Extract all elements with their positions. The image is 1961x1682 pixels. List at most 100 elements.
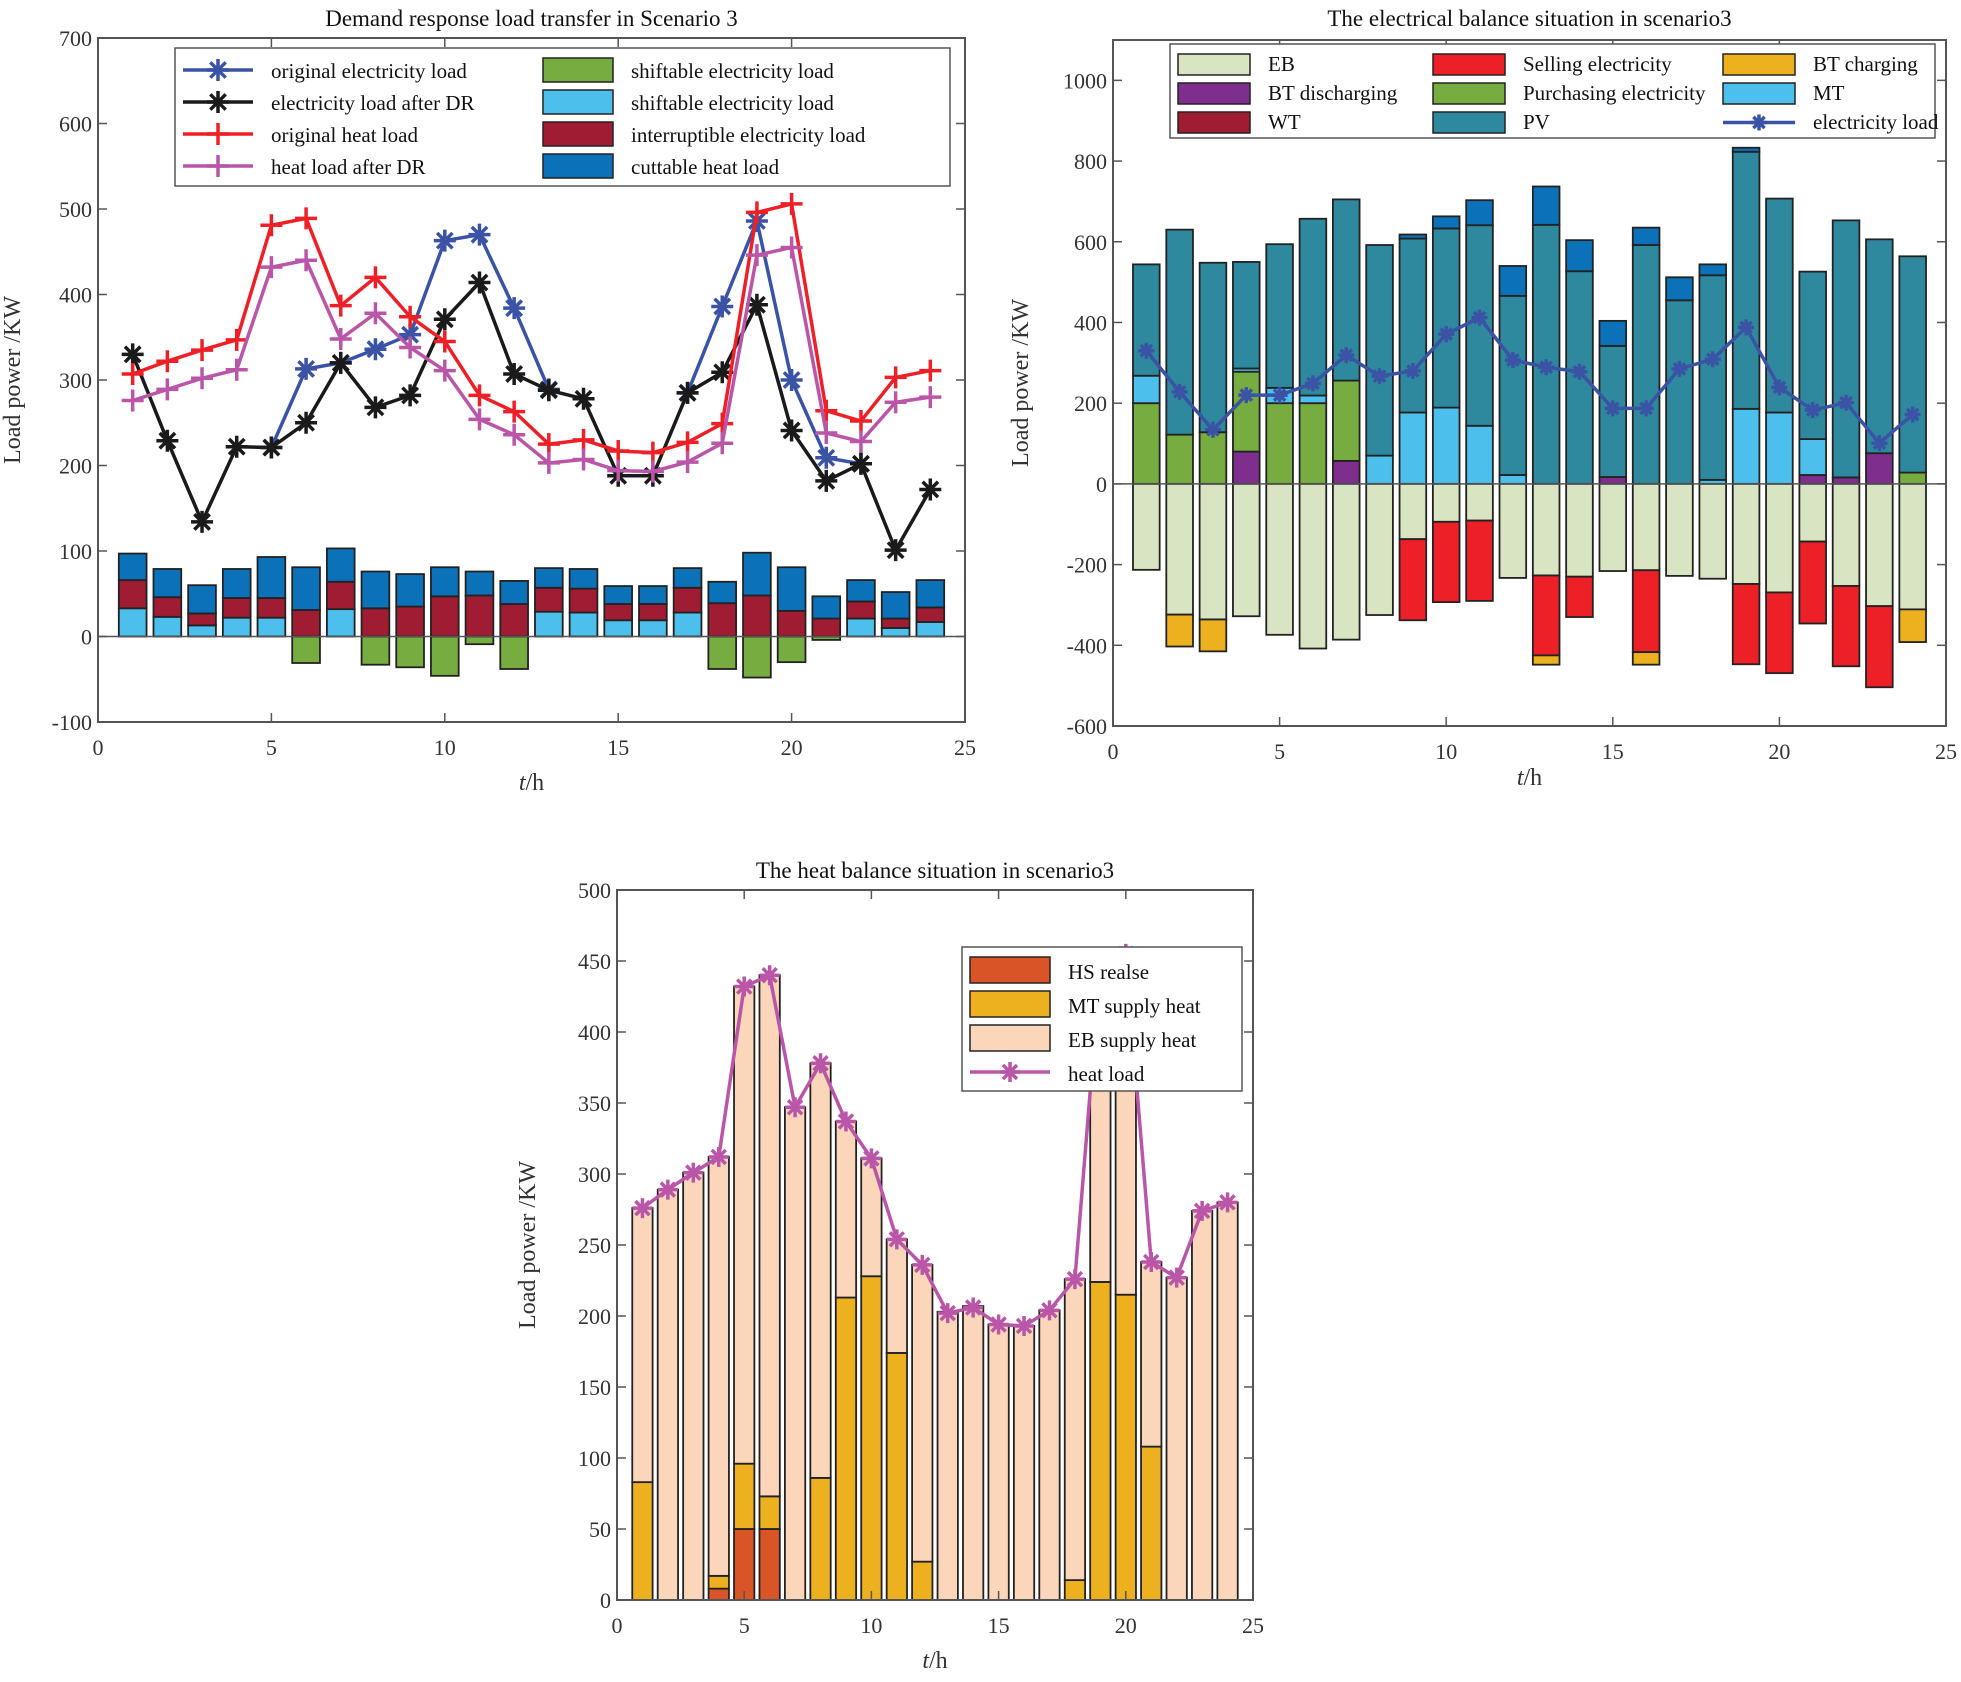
x-tick-label: 10: [434, 735, 456, 760]
x-tick-label: 25: [954, 735, 976, 760]
data-point-marker: [607, 439, 630, 462]
y-tick-label: 400: [578, 1020, 611, 1045]
bar-pv-t12: [1498, 294, 1528, 476]
data-point-marker: [503, 297, 526, 320]
bar-cuttable-heat-load-t7: [325, 547, 356, 583]
bar-mt-supply-heat-t19: [1089, 1281, 1112, 1601]
bar-eb-supply-heat-t3: [682, 1171, 705, 1601]
legend-swatch: [542, 57, 614, 83]
bar-pv-t4: [1232, 261, 1261, 370]
data-point-marker: [1404, 362, 1421, 379]
bar-interruptible-electricity-load-t12: [499, 603, 529, 638]
y-tick-label: 700: [59, 26, 92, 51]
legend: HS realse MT supply heat EB supply heat hea…: [961, 946, 1243, 1092]
x-tick-label: 20: [1768, 739, 1790, 764]
data-point-marker: [1504, 351, 1521, 368]
chart-demand-response: Demand response load transfer in Scenari…: [0, 6, 976, 796]
bar-cuttable-heat-load-t14: [568, 568, 599, 590]
bar-eb-t2: [1165, 482, 1194, 616]
y-tick-label: 0: [600, 1588, 611, 1613]
bar-eb-supply-heat-t12: [911, 1263, 934, 1563]
legend-label: EB: [1268, 52, 1295, 76]
legend-marker-icon: [1000, 1062, 1020, 1082]
data-point-marker: [1804, 402, 1821, 419]
data-point-marker: [329, 327, 352, 350]
x-tick-label: 20: [1115, 1613, 1137, 1638]
data-point-marker: [121, 363, 144, 386]
legend-label: BT discharging: [1268, 81, 1398, 105]
data-point-marker: [1171, 383, 1188, 400]
bar-eb-t11: [1465, 482, 1494, 522]
y-tick-label: 500: [578, 878, 611, 903]
bar-mt-supply-heat-t12: [911, 1560, 934, 1601]
y-tick-label: 200: [578, 1304, 611, 1329]
data-point-marker: [1704, 351, 1721, 368]
x-axis-label-var: t: [519, 770, 527, 796]
bar-mt-t21: [1798, 438, 1827, 476]
data-point-marker: [745, 293, 768, 316]
legend-label: heat load: [1068, 1062, 1145, 1086]
y-axis-label: Load power /KW: [1008, 299, 1034, 467]
x-axis-label-unit: /h: [526, 770, 545, 796]
x-tick-label: 5: [266, 735, 277, 760]
chart-title: The heat balance situation in scenario3: [756, 858, 1114, 883]
x-tick-label: 5: [1274, 739, 1285, 764]
data-point-marker: [364, 396, 387, 419]
legend-label: original heat load: [271, 123, 418, 147]
chart-title: Demand response load transfer in Scenari…: [325, 6, 738, 31]
data-point-marker: [676, 451, 699, 474]
legend-swatch: [1177, 82, 1251, 105]
x-tick-label: 10: [860, 1613, 882, 1638]
bar-eb-t18: [1698, 482, 1727, 580]
x-tick-label: 0: [612, 1613, 623, 1638]
data-point-marker: [632, 1198, 653, 1219]
bar-cuttable-heat-load-t11: [464, 570, 495, 597]
bar-eb-supply-heat-t4: [707, 1156, 730, 1577]
bar-eb-t20: [1765, 482, 1794, 594]
bars: [1132, 146, 1927, 689]
bar-cuttable-heat-load-t5: [256, 556, 287, 599]
line-series-electricity-load: [1138, 309, 1921, 452]
data-point-marker: [537, 451, 560, 474]
data-point-marker: [572, 448, 595, 471]
bar-selling-electricity-t22: [1831, 585, 1861, 668]
legend-swatch: [1722, 82, 1796, 105]
y-tick-label: -400: [1067, 633, 1107, 658]
bar-eb-t13: [1531, 482, 1561, 577]
bar-pv-t22: [1831, 219, 1861, 479]
legend: EB BT discharging WT Selling electricity Pur…: [1169, 43, 1939, 139]
data-point-marker: [641, 460, 664, 483]
data-point-marker: [260, 256, 283, 279]
bar-mt-supply-heat-t5: [733, 1462, 756, 1530]
data-point-marker: [295, 249, 318, 272]
x-tick-label: 20: [781, 735, 803, 760]
bar-mt-supply-heat-t10: [860, 1275, 883, 1601]
data-point-marker: [295, 411, 318, 434]
data-point-marker: [503, 400, 526, 423]
bar-shiftable-electricity-load-t20: [776, 635, 807, 664]
bar-selling-electricity-t23: [1865, 605, 1894, 689]
bar-bt-charging-t13: [1531, 654, 1561, 666]
bar-bt-charging-t2: [1165, 613, 1194, 648]
y-tick-label: -600: [1067, 714, 1107, 739]
bar-pv-t5: [1265, 243, 1294, 389]
data-point-marker: [572, 387, 595, 410]
y-axis-label: Load power /KW: [0, 296, 26, 464]
legend-label: HS realse: [1068, 960, 1149, 984]
bar-eb-supply-heat-t9: [834, 1120, 858, 1299]
bar-bt-charging-t3: [1198, 618, 1228, 653]
data-point-marker: [225, 328, 248, 351]
legend-swatch: [1722, 53, 1796, 76]
data-point-marker: [156, 378, 179, 401]
bar-bt-charging-t16: [1631, 651, 1661, 666]
bar-wt-t13: [1531, 185, 1561, 226]
data-point-marker: [745, 244, 768, 267]
bar-cuttable-heat-load-t4: [221, 568, 252, 599]
bar-eb-supply-heat-t1: [631, 1207, 654, 1484]
bar-wt-t18: [1698, 263, 1727, 277]
data-point-marker: [1871, 435, 1888, 452]
data-point-marker: [1771, 379, 1788, 396]
data-point-marker: [225, 435, 248, 458]
data-point-marker: [329, 294, 352, 317]
data-point-marker: [780, 369, 803, 391]
